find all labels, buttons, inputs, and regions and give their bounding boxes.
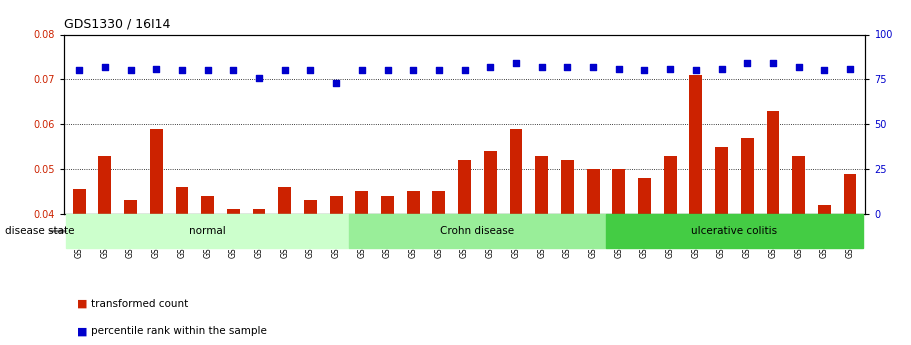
Point bbox=[303, 68, 318, 73]
Bar bbox=[606, 214, 863, 248]
Bar bbox=[149, 129, 163, 345]
Bar bbox=[715, 147, 728, 345]
Point bbox=[226, 68, 241, 73]
Point bbox=[380, 68, 394, 73]
Text: GDS1330 / 16I14: GDS1330 / 16I14 bbox=[64, 17, 170, 30]
Bar bbox=[201, 196, 214, 345]
Bar bbox=[433, 191, 445, 345]
Text: ulcerative colitis: ulcerative colitis bbox=[691, 226, 777, 236]
Point bbox=[765, 60, 780, 66]
Bar bbox=[484, 151, 496, 345]
Bar bbox=[355, 191, 368, 345]
Bar bbox=[67, 214, 349, 248]
Bar bbox=[458, 160, 471, 345]
Bar bbox=[664, 156, 677, 345]
Point bbox=[792, 64, 806, 70]
Point bbox=[611, 66, 626, 71]
Text: percentile rank within the sample: percentile rank within the sample bbox=[91, 326, 267, 336]
Bar bbox=[818, 205, 831, 345]
Bar bbox=[793, 156, 805, 345]
Bar bbox=[844, 174, 856, 345]
Bar bbox=[349, 214, 606, 248]
Bar bbox=[98, 156, 111, 345]
Point bbox=[817, 68, 832, 73]
Point bbox=[97, 64, 112, 70]
Text: transformed count: transformed count bbox=[91, 299, 189, 308]
Point bbox=[406, 68, 421, 73]
Bar bbox=[509, 129, 522, 345]
Bar bbox=[587, 169, 599, 345]
Point bbox=[535, 64, 549, 70]
Point bbox=[560, 64, 575, 70]
Point bbox=[508, 60, 523, 66]
Point bbox=[457, 68, 472, 73]
Point bbox=[149, 66, 164, 71]
Bar bbox=[73, 189, 86, 345]
Bar bbox=[536, 156, 548, 345]
Text: ■: ■ bbox=[77, 299, 88, 308]
Bar bbox=[176, 187, 189, 345]
Point bbox=[278, 68, 292, 73]
Bar bbox=[381, 196, 394, 345]
Text: ■: ■ bbox=[77, 326, 88, 336]
Bar bbox=[330, 196, 343, 345]
Bar bbox=[124, 200, 137, 345]
Point bbox=[637, 68, 651, 73]
Text: disease state: disease state bbox=[5, 226, 74, 236]
Point bbox=[689, 68, 703, 73]
Point bbox=[200, 68, 215, 73]
Point bbox=[329, 80, 343, 86]
Bar bbox=[612, 169, 625, 345]
Point bbox=[175, 68, 189, 73]
Text: Crohn disease: Crohn disease bbox=[440, 226, 515, 236]
Point bbox=[586, 64, 600, 70]
Text: normal: normal bbox=[189, 226, 226, 236]
Point bbox=[354, 68, 369, 73]
Point bbox=[432, 68, 446, 73]
Point bbox=[740, 60, 754, 66]
Bar bbox=[227, 209, 240, 345]
Bar bbox=[766, 111, 780, 345]
Point bbox=[251, 75, 266, 80]
Point bbox=[843, 66, 857, 71]
Bar bbox=[741, 138, 753, 345]
Bar bbox=[638, 178, 650, 345]
Point bbox=[123, 68, 138, 73]
Point bbox=[714, 66, 729, 71]
Point bbox=[72, 68, 87, 73]
Bar bbox=[407, 191, 420, 345]
Bar bbox=[304, 200, 317, 345]
Bar bbox=[252, 209, 265, 345]
Point bbox=[483, 64, 497, 70]
Bar bbox=[561, 160, 574, 345]
Point bbox=[663, 66, 678, 71]
Bar bbox=[279, 187, 292, 345]
Bar bbox=[690, 75, 702, 345]
